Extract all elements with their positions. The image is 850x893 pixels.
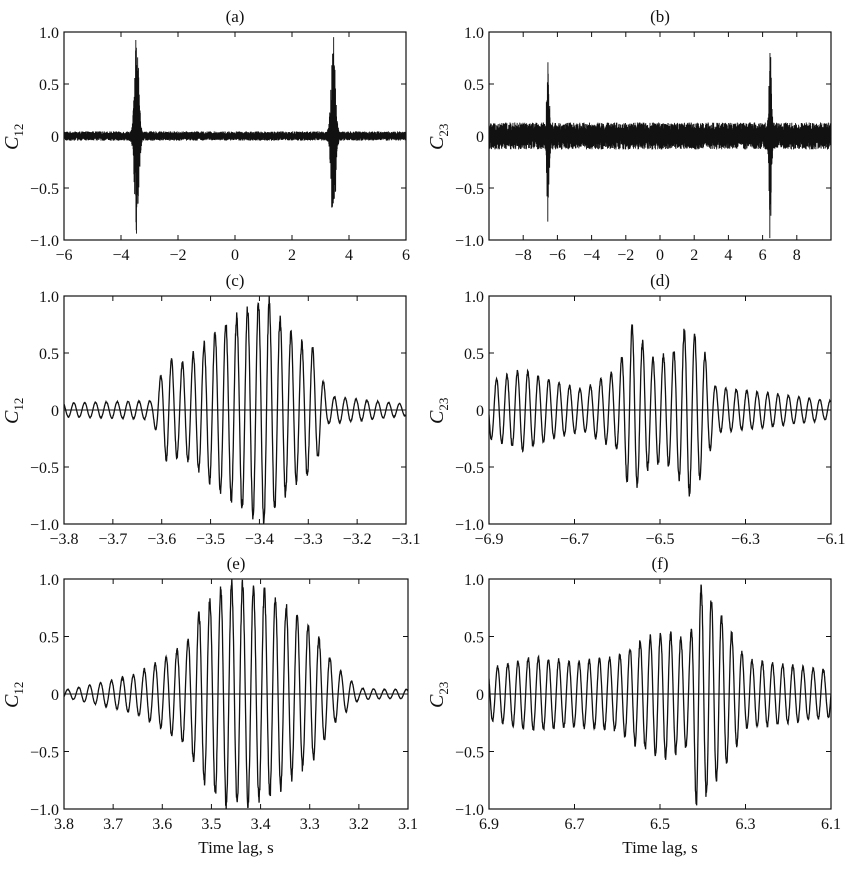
panel-e: −1.0 −0.5 0 0.5 1.0 3.8 3.7 3.6 3.5 3.4 3.3 3.2 3.1 (… <box>1 554 418 857</box>
y-tick-label: 0.5 <box>39 630 59 647</box>
panel-c: −1.0 −0.5 0 0.5 1.0 −3.8 −3.7 −3.6 −3.5 −3.4 −3.3 −… <box>1 271 421 548</box>
x-tick-label: −4 <box>112 247 129 264</box>
x-tick-label: −3.5 <box>196 531 225 548</box>
panel-label: (f) <box>652 554 669 573</box>
x-tick-label: −6.3 <box>731 531 760 548</box>
x-tick-label: 8 <box>793 247 801 264</box>
x-tick-label: −3.8 <box>49 531 78 548</box>
y-tick-label: −0.5 <box>30 181 59 198</box>
panel-f: −1.0 −0.5 0 0.5 1.0 6.9 6.7 6.5 6.3 6.1 (f) C23 Time… <box>426 554 841 857</box>
y-tick-label: 0 <box>476 129 484 146</box>
x-tick-label: −3.3 <box>294 531 323 548</box>
y-tick-label: 0 <box>51 687 59 704</box>
x-tick-label: 6.3 <box>736 816 756 833</box>
x-tick-label: 3.7 <box>103 816 123 833</box>
x-tick-label: 6 <box>759 247 767 264</box>
x-tick-label: 6.9 <box>479 816 499 833</box>
x-tick-label: −6.7 <box>560 531 589 548</box>
y-tick-label: 1.0 <box>39 25 59 42</box>
y-tick-label: 1.0 <box>464 25 484 42</box>
x-tick-label: 0 <box>656 247 664 264</box>
panel-label: (b) <box>650 7 670 26</box>
y-tick-label: −0.5 <box>455 181 484 198</box>
y-tick-label: −0.5 <box>455 460 484 477</box>
x-tick-label: 4 <box>345 247 353 264</box>
x-tick-label: 6.5 <box>650 816 670 833</box>
x-tick-label: 2 <box>690 247 698 264</box>
y-tick-label: 0.5 <box>464 77 484 94</box>
y-axis-label: C23 <box>426 124 451 150</box>
signal-line <box>64 296 406 524</box>
x-tick-label: 3.3 <box>300 816 320 833</box>
y-tick-label: 0 <box>51 129 59 146</box>
x-tick-label: −2 <box>169 247 186 264</box>
signal-line <box>489 584 831 806</box>
x-tick-label: 2 <box>288 247 296 264</box>
y-tick-label: 0.5 <box>39 77 59 94</box>
y-tick-label: −1.0 <box>455 517 484 534</box>
y-tick-label: −1.0 <box>455 802 484 819</box>
x-tick-label: −3.6 <box>147 531 176 548</box>
x-axis-label: Time lag, s <box>622 838 697 857</box>
y-tick-label: 0.5 <box>464 346 484 363</box>
y-tick-label: −0.5 <box>30 460 59 477</box>
y-tick-label: 0.5 <box>39 346 59 363</box>
signal-line <box>64 37 406 234</box>
panel-b: −1.0 −0.5 0 0.5 1.0 −8 −6 −4 −2 0 2 4 6 8 (b) C23 <box>426 7 832 264</box>
y-tick-label: 1.0 <box>39 572 59 589</box>
y-tick-label: −1.0 <box>455 233 484 250</box>
x-tick-label: 3.6 <box>152 816 172 833</box>
signal-line <box>489 324 831 497</box>
x-tick-label: 3.1 <box>398 816 418 833</box>
signal-line <box>64 579 408 809</box>
x-tick-label: −3.2 <box>343 531 372 548</box>
panel-label: (d) <box>650 271 670 290</box>
y-axis-label: C12 <box>1 398 26 424</box>
y-tick-label: 1.0 <box>39 289 59 306</box>
x-tick-label: 6.7 <box>565 816 585 833</box>
y-axis-label: C12 <box>1 124 26 150</box>
y-tick-label: −1.0 <box>30 802 59 819</box>
y-tick-label: −1.0 <box>30 233 59 250</box>
y-tick-label: 0 <box>476 403 484 420</box>
x-tick-label: 4 <box>724 247 732 264</box>
y-tick-label: 1.0 <box>464 289 484 306</box>
panel-a: −1.0 −0.5 0 0.5 1.0 −6 −4 −2 0 2 4 6 (a) C12 <box>1 7 410 264</box>
x-axis-label: Time lag, s <box>198 838 273 857</box>
y-tick-label: 0 <box>51 403 59 420</box>
x-tick-label: −6.1 <box>816 531 845 548</box>
x-tick-label: −3.4 <box>245 531 274 548</box>
signal-line <box>489 52 831 239</box>
x-tick-label: −4 <box>583 247 600 264</box>
x-tick-label: −6 <box>55 247 72 264</box>
x-tick-label: −2 <box>617 247 634 264</box>
y-tick-label: −0.5 <box>30 745 59 762</box>
x-tick-label: 6 <box>402 247 410 264</box>
x-tick-label: −3.7 <box>98 531 127 548</box>
x-tick-label: −6.9 <box>474 531 503 548</box>
y-tick-label: 1.0 <box>464 572 484 589</box>
x-tick-label: 3.4 <box>251 816 271 833</box>
x-tick-label: −6 <box>549 247 566 264</box>
y-axis-label: C23 <box>426 682 451 708</box>
panel-label: (e) <box>227 554 246 573</box>
panel-d: −1.0 −0.5 0 0.5 1.0 −6.9 −6.7 −6.5 −6.3 −6.1 (d) C2… <box>426 271 846 548</box>
x-tick-label: −8 <box>515 247 532 264</box>
x-tick-label: 6.1 <box>821 816 841 833</box>
panel-label: (a) <box>226 7 245 26</box>
x-tick-label: −6.5 <box>645 531 674 548</box>
y-axis-label: C23 <box>426 398 451 424</box>
y-tick-label: 0 <box>476 687 484 704</box>
x-tick-label: 3.5 <box>201 816 221 833</box>
y-tick-label: −0.5 <box>455 745 484 762</box>
x-tick-label: 3.2 <box>349 816 369 833</box>
x-tick-label: −3.1 <box>391 531 420 548</box>
panel-label: (c) <box>226 271 245 290</box>
y-tick-label: −1.0 <box>30 517 59 534</box>
x-tick-label: 3.8 <box>54 816 74 833</box>
y-tick-label: 0.5 <box>464 630 484 647</box>
y-axis-label: C12 <box>1 682 26 708</box>
x-tick-label: 0 <box>231 247 239 264</box>
